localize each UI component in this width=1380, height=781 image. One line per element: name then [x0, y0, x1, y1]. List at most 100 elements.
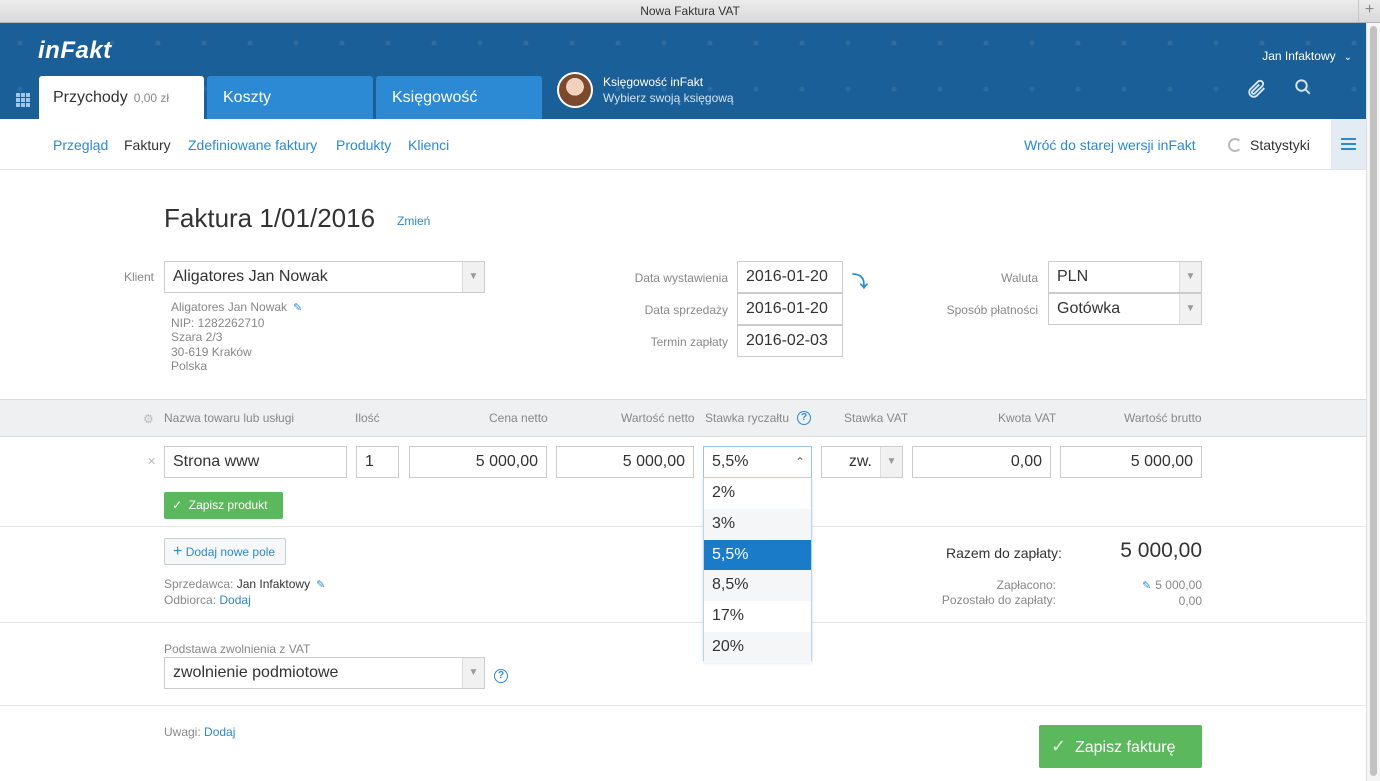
app-header: inFakt Przychody 0,00 zł Koszty Księgowoś…	[0, 23, 1366, 119]
issue-date-input[interactable]: 2016-01-20	[737, 261, 843, 293]
client-select[interactable]: Aligatores Jan Nowak ▼	[164, 261, 485, 293]
subnav-przeglad[interactable]: Przegląd	[53, 137, 109, 153]
total-value: 5 000,00	[1120, 539, 1202, 562]
help-icon[interactable]: ?	[797, 409, 811, 425]
col-net-price: Cena netto	[489, 411, 548, 425]
old-version-link[interactable]: Wróć do starej wersji inFakt	[1024, 137, 1196, 153]
col-vat-amount: Kwota VAT	[998, 411, 1057, 425]
flat-rate-select[interactable]: 5,5% ⌃	[703, 446, 812, 478]
attachment-icon[interactable]	[1246, 78, 1268, 106]
col-vat-rate: Stawka VAT	[844, 411, 909, 425]
item-net-price-value: 5 000,00	[475, 453, 538, 470]
menu-button[interactable]	[1331, 119, 1366, 169]
plus-icon: +	[173, 543, 183, 560]
check-icon: ✓	[1051, 736, 1067, 756]
divider	[0, 622, 1366, 623]
flat-rate-option[interactable]: 20%	[704, 631, 811, 663]
add-buyer-link[interactable]: Dodaj	[219, 593, 251, 607]
check-icon: ✓	[172, 498, 183, 512]
item-name-value: Strona www	[173, 453, 260, 470]
item-name-input[interactable]: Strona www	[164, 446, 347, 478]
paid-value: 5 000,00	[1155, 578, 1202, 592]
subnav-zdefiniowane[interactable]: Zdefiniowane faktury	[188, 137, 318, 153]
flat-rate-option-selected[interactable]: 5,5%	[704, 539, 811, 571]
scrollbar[interactable]	[1366, 23, 1380, 781]
edit-pencil-icon[interactable]: ✎	[316, 579, 326, 591]
sale-date-value: 2016-01-20	[746, 300, 828, 317]
tab-koszty[interactable]: Koszty	[207, 76, 373, 119]
save-invoice-button[interactable]: ✓ Zapisz fakturę	[1039, 725, 1202, 768]
sale-date-input[interactable]: 2016-01-20	[737, 293, 843, 325]
new-tab-icon[interactable]: +	[1358, 0, 1380, 22]
subnav-klienci[interactable]: Klienci	[408, 137, 450, 153]
client-label: Klient	[123, 270, 154, 284]
client-country: Polska	[171, 359, 208, 373]
vat-exempt-value: zwolnienie podmiotowe	[173, 664, 339, 681]
vat-rate-select[interactable]: zw. ▼	[821, 446, 903, 478]
save-product-button[interactable]: ✓ Zapisz produkt	[164, 492, 283, 519]
edit-pencil-icon[interactable]: ✎	[1142, 580, 1152, 592]
edit-pencil-icon[interactable]: ✎	[293, 302, 303, 314]
chevron-down-icon: ▼	[1179, 262, 1201, 292]
chevron-down-icon: ⌄	[1343, 52, 1352, 63]
col-name: Nazwa towaru lub usługi	[164, 411, 295, 425]
divider	[0, 526, 1366, 527]
flat-rate-option[interactable]: 3%	[704, 508, 811, 540]
client-street: Szara 2/3	[171, 330, 223, 344]
scrollbar-thumb[interactable]	[1370, 26, 1377, 776]
issue-date-value: 2016-01-20	[746, 268, 828, 285]
user-menu[interactable]: Jan Infaktowy ⌄	[1262, 49, 1352, 63]
tab-przychody[interactable]: Przychody 0,00 zł	[39, 76, 204, 119]
remove-row-icon[interactable]: ✕	[147, 456, 157, 468]
due-date-label: Termin zapłaty	[650, 335, 728, 349]
tab-label: Księgowość	[392, 89, 478, 106]
paid-label: Zapłacono:	[996, 578, 1056, 592]
buyer-label: Odbiorca:	[164, 593, 217, 607]
subnav-faktury[interactable]: Faktury	[124, 137, 171, 153]
payment-status-labels: Zapłacono: Pozostało do zapłaty:	[930, 578, 1056, 608]
col-qty: Ilość	[355, 411, 380, 425]
notes: Uwagi: Dodaj	[164, 725, 235, 740]
client-value: Aligatores Jan Nowak	[173, 268, 328, 285]
advisor-widget[interactable]: Księgowość inFakt Wybierz swoją księgową	[557, 72, 734, 108]
logo[interactable]: inFakt	[38, 37, 112, 64]
item-net-value-input[interactable]: 5 000,00	[556, 446, 694, 478]
vat-exempt-select[interactable]: zwolnienie podmiotowe ▼	[164, 657, 485, 689]
help-icon[interactable]: ?	[494, 665, 508, 683]
tab-ksiegowosc[interactable]: Księgowość	[376, 76, 542, 119]
vat-amount-value: 0,00	[1010, 453, 1042, 470]
col-flat-rate: Stawka ryczałtu	[705, 411, 790, 425]
total-label: Razem do zapłaty:	[946, 545, 1062, 561]
vat-amount-input[interactable]: 0,00	[912, 446, 1051, 478]
payment-select[interactable]: Gotówka ▼	[1048, 293, 1202, 325]
stats-link[interactable]: Statystyki	[1228, 137, 1310, 153]
vat-rate-value: zw.	[848, 453, 872, 470]
add-notes-link[interactable]: Dodaj	[204, 725, 236, 739]
page-title: Faktura 1/01/2016	[164, 203, 376, 233]
item-net-price-input[interactable]: 5 000,00	[409, 446, 547, 478]
seller-label: Sprzedawca:	[164, 577, 234, 591]
currency-select[interactable]: PLN ▼	[1048, 261, 1202, 293]
parties-info: Sprzedawca: Jan Infaktowy ✎ Odbiorca: Dod…	[164, 577, 325, 608]
apps-grid-icon[interactable]	[16, 93, 30, 107]
add-field-button[interactable]: + Dodaj nowe pole	[164, 538, 287, 565]
flat-rate-option[interactable]: 2%	[712, 484, 736, 501]
sale-date-label: Data sprzedaży	[644, 303, 728, 317]
gross-input[interactable]: 5 000,00	[1060, 446, 1202, 478]
save-product-label: Zapisz produkt	[188, 498, 268, 512]
tab-label: Przychody	[53, 89, 128, 106]
subnav-produkty[interactable]: Produkty	[336, 137, 392, 153]
flat-rate-option[interactable]: 8,5%	[704, 570, 811, 602]
flat-rate-option[interactable]: 17%	[712, 607, 745, 625]
due-date-input[interactable]: 2016-02-03	[737, 325, 843, 357]
advisor-title: Księgowość inFakt	[603, 75, 704, 89]
client-nip: NIP: 1282262710	[171, 315, 265, 330]
copy-date-arrow-icon[interactable]: ⤵	[852, 274, 869, 291]
change-number-link[interactable]: Zmień	[397, 214, 431, 228]
search-icon[interactable]	[1294, 78, 1312, 102]
divider	[0, 705, 1366, 706]
gear-icon[interactable]: ⚙	[143, 412, 154, 426]
client-city: 30-619 Kraków	[171, 344, 252, 359]
tab-label: Koszty	[223, 89, 272, 106]
item-qty-input[interactable]: 1	[356, 446, 399, 478]
